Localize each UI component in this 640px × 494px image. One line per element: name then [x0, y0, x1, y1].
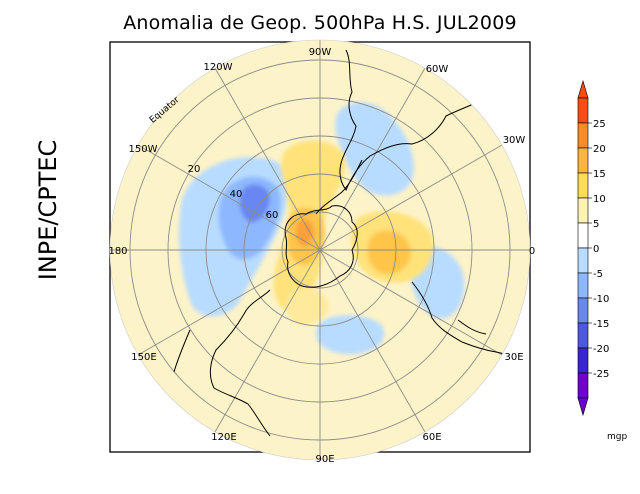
- colorbar-box: [577, 297, 589, 324]
- colorbar-box: [577, 147, 589, 174]
- map-title: Anomalia de Geop. 500hPa H.S. JUL2009: [123, 12, 517, 34]
- colorbar-tick-label: 20: [593, 144, 606, 155]
- neg-anomaly-indian-ocean: [316, 315, 385, 355]
- colorbar-boxes: [577, 97, 589, 399]
- colorbar-tick-label: 0: [593, 244, 599, 255]
- latitude-labels: 20 40 60: [188, 164, 279, 221]
- colorbar-box: [577, 372, 589, 399]
- colorbar-bottom-arrow: [577, 397, 589, 417]
- lon-label-180: 180: [108, 246, 127, 257]
- pos-anomaly-atlantic-core: [367, 230, 411, 274]
- map-outline: [109, 39, 531, 461]
- lon-label-120e: 120E: [211, 432, 236, 443]
- antarctica-coast: [284, 205, 358, 288]
- australia-coast: [209, 289, 271, 437]
- colorbar-box: [577, 347, 589, 374]
- lon-label-150e: 150E: [131, 352, 156, 363]
- colorbar-box: [577, 272, 589, 299]
- colorbar-unit: mgp: [607, 432, 628, 442]
- colorbar-box: [577, 222, 589, 249]
- anomaly-field: [110, 40, 530, 460]
- longitude-labels: 90W 60W 30W 0 30E 60E 90E 120E 150E 180 …: [108, 47, 535, 465]
- lon-label-150w: 150W: [129, 144, 158, 155]
- meridians: [110, 40, 530, 460]
- pos-anomaly-polar-center: [295, 219, 314, 247]
- colorbar-box: [577, 97, 589, 124]
- lon-label-120w: 120W: [204, 62, 233, 73]
- colorbar-tick-label: -15: [593, 319, 609, 330]
- lon-label-30w: 30W: [503, 135, 526, 146]
- colorbar-tick-label: -5: [593, 269, 603, 280]
- lon-label-0: 0: [529, 246, 535, 257]
- lon-label-30e: 30E: [504, 352, 523, 363]
- lat-label-40: 40: [230, 189, 243, 200]
- colorbar-tick-label: 5: [593, 219, 599, 230]
- neg-anomaly-pacific-center: [239, 184, 270, 223]
- pos-anomaly-small: [286, 288, 329, 325]
- colorbar-ticks: 25 20 15 10 5 0 -5 -10 -15 -20 -25: [588, 119, 609, 380]
- lon-label-90w: 90W: [309, 47, 332, 58]
- colorbar: 25 20 15 10 5 0 -5 -10 -15 -20 -25: [577, 79, 609, 417]
- colorbar-box: [577, 172, 589, 199]
- lat-label-60: 60: [266, 210, 279, 221]
- lat-label-20: 20: [188, 164, 201, 175]
- colorbar-tick-label: -20: [593, 344, 609, 355]
- colorbar-top-arrow: [577, 79, 589, 99]
- colorbar-box: [577, 122, 589, 149]
- new-zealand-coast: [173, 329, 191, 373]
- colorbar-tick-label: -10: [593, 294, 609, 305]
- colorbar-tick-label: 15: [593, 169, 606, 180]
- colorbar-tick-label: 25: [593, 119, 606, 130]
- madagascar-coast: [457, 319, 487, 335]
- lon-label-60w: 60W: [426, 64, 449, 75]
- colorbar-tick-label: 10: [593, 194, 606, 205]
- lon-label-90e: 90E: [315, 454, 334, 465]
- colorbar-box: [577, 247, 589, 274]
- south-america-coast: [339, 49, 483, 191]
- colorbar-box: [577, 322, 589, 349]
- lon-label-60e: 60E: [422, 432, 441, 443]
- colorbar-tick-label: -25: [593, 369, 609, 380]
- colorbar-box: [577, 197, 589, 224]
